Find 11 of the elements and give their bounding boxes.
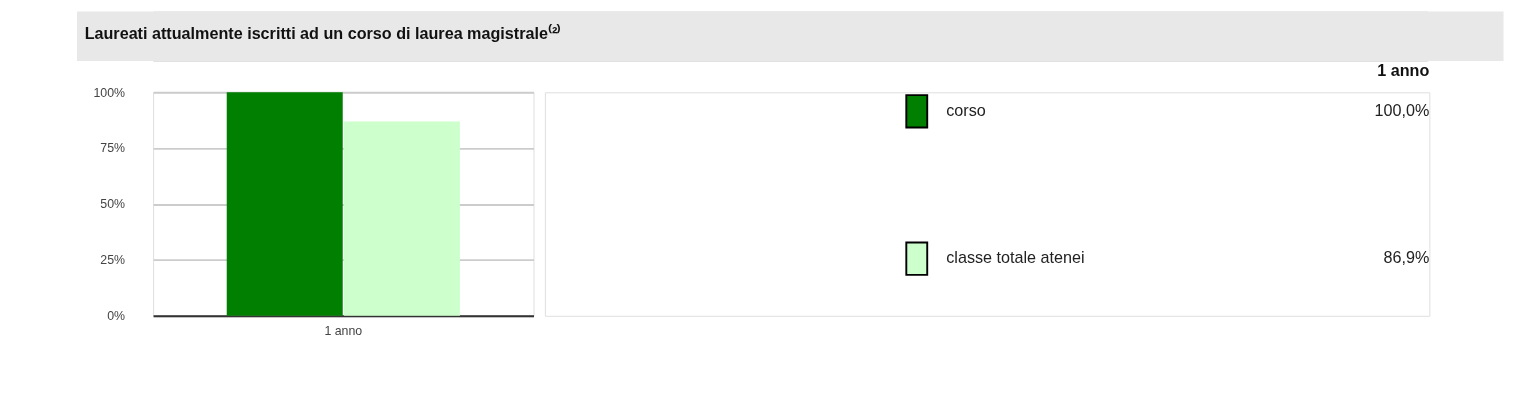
text: 100,0% (1374, 101, 1430, 120)
chart-title: Laureati attualmente iscritti ad un corso di laurea magistrale⁽²⁾ (84, 24, 562, 43)
y-tick-label: 0% (107, 309, 126, 324)
text: 86,9% (1383, 248, 1430, 267)
category-label: 1 anno (1377, 61, 1430, 80)
y-tick-label: 25% (100, 253, 126, 268)
legend-label: corso (946, 101, 986, 120)
y-tick-label: 100% (93, 85, 126, 100)
y-tick-label: 50% (100, 197, 126, 212)
y-tick-label: 75% (100, 141, 126, 156)
legend-label: classe totale atenei (946, 248, 1085, 267)
